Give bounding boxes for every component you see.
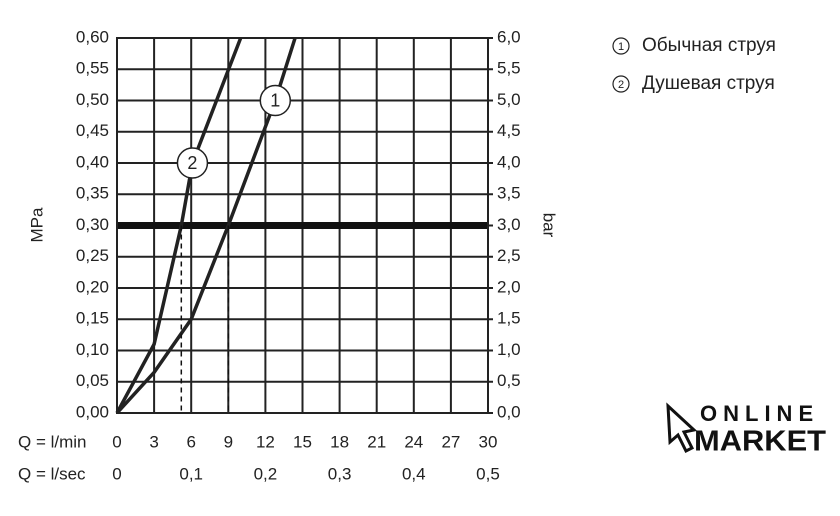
plot-frame xyxy=(116,37,489,414)
y-tick-label: 0,05 xyxy=(76,371,109,390)
y2-tick-label: 5,5 xyxy=(497,59,521,78)
logo: ONLINE MARKET xyxy=(666,401,826,458)
y2-tick-label: 0,5 xyxy=(497,371,521,390)
x2-tick-label: 0,2 xyxy=(254,464,278,483)
logo-text: ONLINE xyxy=(700,401,819,426)
curve-marker xyxy=(176,147,209,179)
x-tick-label: 18 xyxy=(330,432,349,451)
x-tick-label: 0 xyxy=(112,432,121,451)
curve-marker xyxy=(259,84,292,117)
x2-axis-label: Q = l/sec xyxy=(18,464,86,483)
logo-cursor xyxy=(666,402,698,454)
y-tick-label: 0,20 xyxy=(76,277,109,296)
y-tick-label: 0,60 xyxy=(76,27,109,46)
y-tick-label: 0,50 xyxy=(76,90,109,109)
x2-tick-label: 0,4 xyxy=(402,464,426,483)
legend-label: Обычная струя xyxy=(642,35,776,56)
legend-symbol-label: 1 xyxy=(618,41,624,53)
y2-tick-label: 0,0 xyxy=(497,402,521,421)
y-tick-label: 0,45 xyxy=(76,121,109,140)
y-tick-label: 0,30 xyxy=(76,215,109,234)
y2-axis-label: bar xyxy=(540,213,559,238)
y-tick-label: 0,25 xyxy=(76,246,109,265)
y-tick-label: 0,10 xyxy=(76,340,109,359)
logo-text: MARKET xyxy=(694,426,826,458)
legend-symbol xyxy=(612,75,630,93)
y2-tick-label: 6,0 xyxy=(497,27,521,46)
x-tick-label: 27 xyxy=(441,432,460,451)
legend-label: Душевая струя xyxy=(642,73,775,94)
y2-tick-label: 1,0 xyxy=(497,340,521,359)
x-tick-label: 9 xyxy=(224,432,233,451)
y-tick-label: 0,35 xyxy=(76,184,109,203)
y2-tick-label: 3,5 xyxy=(497,184,521,203)
x2-tick-label: 0 xyxy=(112,464,121,483)
curve-marker-label: 2 xyxy=(187,153,197,173)
y2-tick-label: 4,0 xyxy=(497,152,521,171)
x-tick-label: 3 xyxy=(149,432,158,451)
y-tick-label: 0,00 xyxy=(76,402,109,421)
y2-tick-label: 1,5 xyxy=(497,309,521,328)
x2-tick-label: 0,3 xyxy=(328,464,352,483)
x2-tick-label: 0,5 xyxy=(476,464,500,483)
y2-tick-label: 2,0 xyxy=(497,277,521,296)
x2-tick-label: 0,1 xyxy=(179,464,203,483)
y2-tick-label: 2,5 xyxy=(497,246,521,265)
x-axis-label: Q = l/min xyxy=(18,432,87,451)
x-tick-label: 21 xyxy=(367,432,386,451)
y-tick-label: 0,15 xyxy=(76,309,109,328)
legend-symbol xyxy=(612,37,630,55)
legend-symbol-label: 2 xyxy=(618,79,624,91)
x-tick-label: 6 xyxy=(186,432,195,451)
y-axis-label: MPa xyxy=(27,207,46,243)
y-tick-label: 0,55 xyxy=(76,59,109,78)
x-tick-label: 15 xyxy=(293,432,312,451)
y2-tick-label: 4,5 xyxy=(497,121,521,140)
x-tick-label: 12 xyxy=(256,432,275,451)
y2-tick-label: 3,0 xyxy=(497,215,521,234)
x-tick-label: 24 xyxy=(404,432,423,451)
x-tick-label: 30 xyxy=(479,432,498,451)
curve-marker-label: 1 xyxy=(270,90,280,110)
y2-tick-label: 5,0 xyxy=(497,90,521,109)
y-tick-label: 0,40 xyxy=(76,152,109,171)
